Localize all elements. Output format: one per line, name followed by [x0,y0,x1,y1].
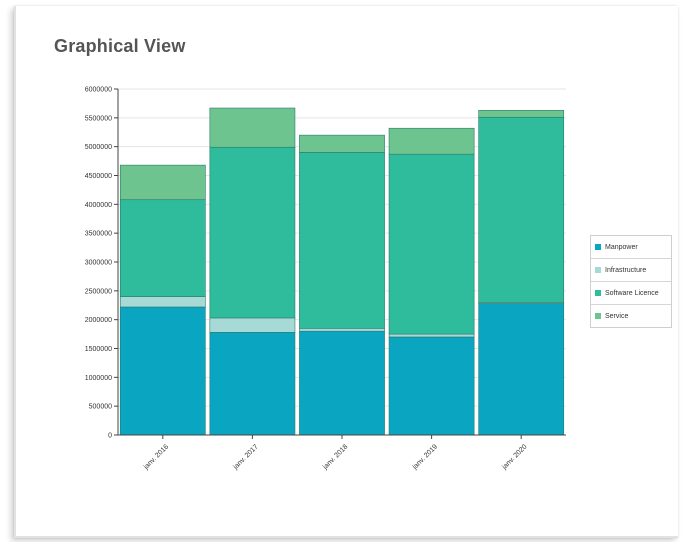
y-tick-label: 500000 [89,404,112,411]
legend-item-service[interactable]: Service [591,305,671,327]
bar-segment-software-licence[interactable] [209,146,296,319]
legend-item-software-licence[interactable]: Software Licence [591,282,671,305]
bar-segment-manpower[interactable] [299,330,385,436]
bar-segment-software-licence[interactable] [299,152,385,329]
bar-segment-infrastructure[interactable] [388,333,475,338]
bar-segment-infrastructure[interactable] [299,328,385,332]
legend-swatch [595,244,601,250]
legend-item-infrastructure[interactable]: Infrastructure [591,259,671,282]
y-tick-label: 5500000 [85,115,112,122]
bar-segment-infrastructure[interactable] [119,296,206,308]
y-tick-label: 3000000 [85,260,112,267]
legend-label: Infrastructure [605,266,647,274]
bar-segment-software-licence[interactable] [478,116,565,303]
x-tick-label: janv. 2017 [232,443,260,471]
y-tick-label: 5000000 [85,144,112,151]
bar-segment-manpower[interactable] [209,332,296,436]
legend-swatch [595,267,601,273]
y-tick-label: 1000000 [85,375,112,382]
x-tick-label: janv. 2019 [411,443,439,471]
y-tick-label: 4500000 [85,173,112,180]
bar-segment-manpower[interactable] [478,303,565,436]
bar-segment-service[interactable] [388,127,475,155]
x-tick-label: janv. 2016 [142,443,170,471]
bar-segment-software-licence[interactable] [119,199,206,297]
y-tick-label: 4000000 [85,202,112,209]
page-title: Graphical View [54,36,186,56]
y-tick-label: 6000000 [85,87,112,94]
bar-segment-service[interactable] [119,164,206,201]
legend-label: Service [605,312,629,320]
legend-label: Software Licence [605,289,659,297]
bar-segment-service[interactable] [209,107,296,148]
legend-swatch [595,313,601,319]
bar-segment-infrastructure[interactable] [209,317,296,333]
y-tick-label: 1500000 [85,346,112,353]
legend-item-manpower[interactable]: Manpower [591,236,671,259]
bar-segment-service[interactable] [299,134,385,153]
bars [119,107,565,436]
chart-legend: Manpower Infrastructure Software Licence Se… [590,235,672,328]
bar-segment-manpower[interactable] [388,336,475,436]
bar-segment-manpower[interactable] [119,306,206,436]
bar-segment-service[interactable] [478,110,565,118]
y-axis-ticks: 0 500000 1000000 1500000 2000000 2500000 30000… [85,87,118,440]
x-tick-label: janv. 2020 [500,443,528,471]
legend-label: Manpower [605,243,638,251]
legend-swatch [595,290,601,296]
y-tick-label: 0 [108,433,112,440]
y-tick-label: 3500000 [85,231,112,238]
bar-segment-software-licence[interactable] [388,153,475,335]
x-axis-ticks: janv. 2016 janv. 2017 janv. 2018 janv. 2019… [142,435,529,472]
y-tick-label: 2000000 [85,317,112,324]
y-tick-label: 2500000 [85,288,112,295]
x-tick-label: janv. 2018 [321,443,349,471]
